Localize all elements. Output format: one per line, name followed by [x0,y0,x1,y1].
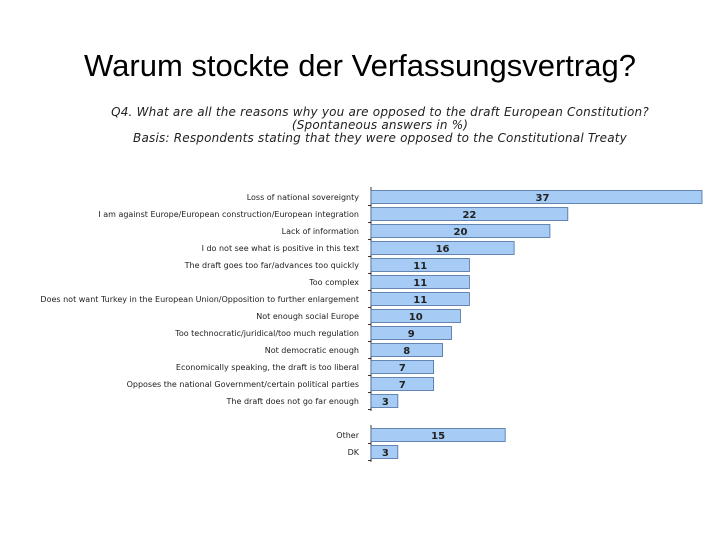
data-label: 9 [408,329,415,340]
category-label: Loss of national sovereignty [247,193,360,202]
category-label: Too complex [308,278,359,287]
data-label: 11 [413,295,427,306]
bar [370,309,461,323]
bar [370,190,703,204]
category-label: Not enough social Europe [256,312,359,321]
data-label: 37 [536,193,550,204]
data-label: 10 [409,312,423,323]
category-label: The draft goes too far/advances too quic… [184,261,360,270]
bar [370,241,515,255]
data-label: 22 [462,210,476,221]
bar [370,377,435,391]
bar [370,343,443,357]
bar [370,326,452,340]
chart-note: (Spontaneous answers in %) [291,118,469,132]
bar [370,428,506,442]
bar [370,207,569,221]
bar [370,275,470,289]
data-label: 20 [453,227,467,238]
data-label: 3 [382,448,389,459]
category-label: I am against Europe/European constructio… [98,210,359,219]
data-label: 3 [382,397,389,408]
bar [370,292,470,306]
chart-basis: Basis: Respondents stating that they wer… [133,131,627,145]
category-label: Opposes the national Government/certain … [127,380,359,389]
data-label: 8 [403,346,410,357]
data-label: 15 [431,431,445,442]
data-label: 7 [399,380,406,391]
chart-header: Q4. What are all the reasons why you are… [60,106,700,145]
data-label: 7 [399,363,406,374]
category-label: Does not want Turkey in the European Uni… [40,295,359,304]
bar [370,394,399,408]
chart-question: Q4. What are all the reasons why you are… [111,105,649,119]
category-label: Economically speaking, the draft is too … [176,363,359,372]
bar [370,258,470,272]
data-label: 11 [413,278,427,289]
bar [370,445,399,459]
data-label: 11 [413,261,427,272]
slide-title: Warum stockte der Verfassungsvertrag? [84,48,636,83]
bar [370,224,551,238]
category-label: Too technocratic/juridical/too much regu… [174,329,359,338]
bar [370,360,435,374]
category-label: The draft does not go far enough [226,397,359,406]
category-label: Not democratic enough [265,346,359,355]
category-label: I do not see what is positive in this te… [202,244,359,253]
data-label: 16 [436,244,450,255]
category-label: DK [348,448,360,457]
category-label: Lack of information [282,227,359,236]
category-label: Other [336,431,359,440]
